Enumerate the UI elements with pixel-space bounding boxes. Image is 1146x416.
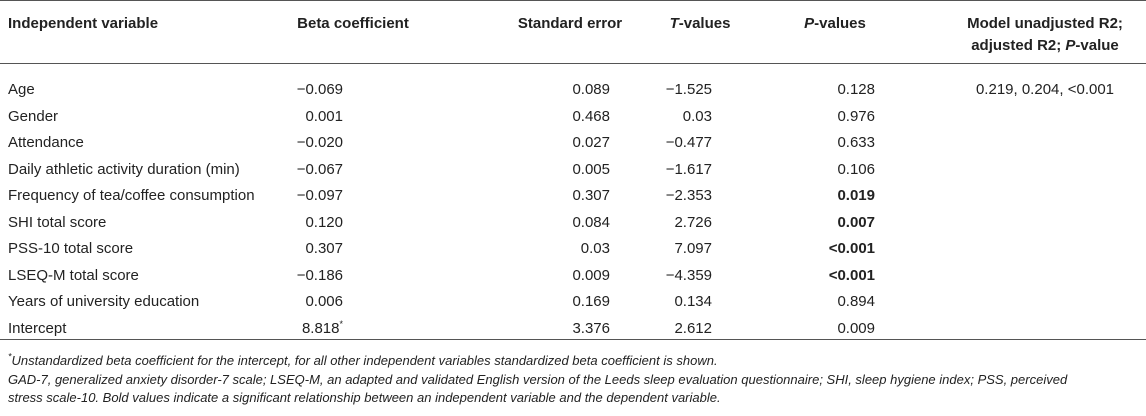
row-variable-label: Gender	[8, 108, 59, 125]
header-t-values: T-values	[669, 15, 731, 32]
row-t-value: 0.134	[674, 293, 712, 310]
row-variable-label: Intercept	[8, 320, 67, 337]
row-beta-value: 8.818*	[301, 319, 343, 338]
row-t-value: 2.612	[674, 320, 712, 337]
row-standard-error: 0.468	[572, 108, 610, 125]
row-beta-value: 0.006	[305, 293, 343, 310]
row-t-value: 0.03	[682, 108, 712, 125]
row-p-value: 0.128	[837, 81, 875, 98]
row-p-value: 0.976	[837, 108, 875, 125]
row-variable-label: Attendance	[8, 134, 84, 151]
row-variable-label: Frequency of tea/coffee consumption	[8, 187, 255, 204]
row-variable-label: Daily athletic activity duration (min)	[8, 161, 240, 178]
row-p-value: 0.894	[837, 293, 875, 310]
row-t-value: −4.359	[665, 267, 712, 284]
row-t-value: −2.353	[665, 187, 712, 204]
row-beta-value: −0.067	[296, 161, 343, 178]
header-standard-error: Standard error	[517, 15, 623, 32]
row-standard-error: 0.089	[572, 81, 610, 98]
row-t-value: −1.617	[665, 161, 712, 178]
row-beta-value: 0.120	[305, 214, 343, 231]
row-t-value: 2.726	[674, 214, 712, 231]
row-variable-label: LSEQ-M total score	[8, 267, 139, 284]
row-beta-value: −0.097	[296, 187, 343, 204]
row-standard-error: 0.084	[572, 214, 610, 231]
row-p-value: <0.001	[828, 267, 875, 284]
row-t-value: −0.477	[665, 134, 712, 151]
header-beta-coefficient: Beta coefficient	[297, 15, 409, 32]
row-standard-error: 0.027	[572, 134, 610, 151]
row-p-value: <0.001	[828, 240, 875, 257]
header-model-line1: Model unadjusted R2;	[967, 15, 1123, 32]
header-rule	[0, 63, 1146, 64]
table-bottom-rule	[0, 339, 1146, 340]
row-beta-value: −0.069	[296, 81, 343, 98]
row-beta-value: 0.001	[305, 108, 343, 125]
row-standard-error: 0.169	[572, 293, 610, 310]
row-variable-label: Age	[8, 81, 35, 98]
row-standard-error: 0.005	[572, 161, 610, 178]
row-standard-error: 3.376	[572, 320, 610, 337]
row-beta-value: −0.186	[296, 267, 343, 284]
row-variable-label: SHI total score	[8, 214, 107, 231]
row-variable-label: PSS-10 total score	[8, 240, 134, 257]
row-beta-value: 0.307	[305, 240, 343, 257]
row-p-value: 0.019	[837, 187, 875, 204]
row-p-value: 0.633	[837, 134, 875, 151]
model-fit-value: 0.219, 0.204, <0.001	[975, 81, 1115, 98]
footnote-abbreviations-line1: GAD-7, generalized anxiety disorder-7 sc…	[8, 372, 1068, 387]
row-p-value: 0.007	[837, 214, 875, 231]
row-standard-error: 0.009	[572, 267, 610, 284]
row-standard-error: 0.307	[572, 187, 610, 204]
row-p-value: 0.106	[837, 161, 875, 178]
row-standard-error: 0.03	[580, 240, 610, 257]
row-beta-value: −0.020	[296, 134, 343, 151]
header-p-values: P-values	[804, 15, 866, 32]
row-t-value: 7.097	[674, 240, 712, 257]
header-model-line2: adjusted R2; P-value	[971, 37, 1119, 54]
table-top-rule	[0, 0, 1146, 1]
footnote-intercept: *Unstandardized beta coefficient for the…	[8, 351, 718, 368]
row-variable-label: Years of university education	[8, 293, 200, 310]
header-independent-variable: Independent variable	[8, 15, 159, 32]
footnote-abbreviations-line2: stress scale-10. Bold values indicate a …	[8, 390, 721, 405]
row-t-value: −1.525	[665, 81, 712, 98]
row-p-value: 0.009	[837, 320, 875, 337]
